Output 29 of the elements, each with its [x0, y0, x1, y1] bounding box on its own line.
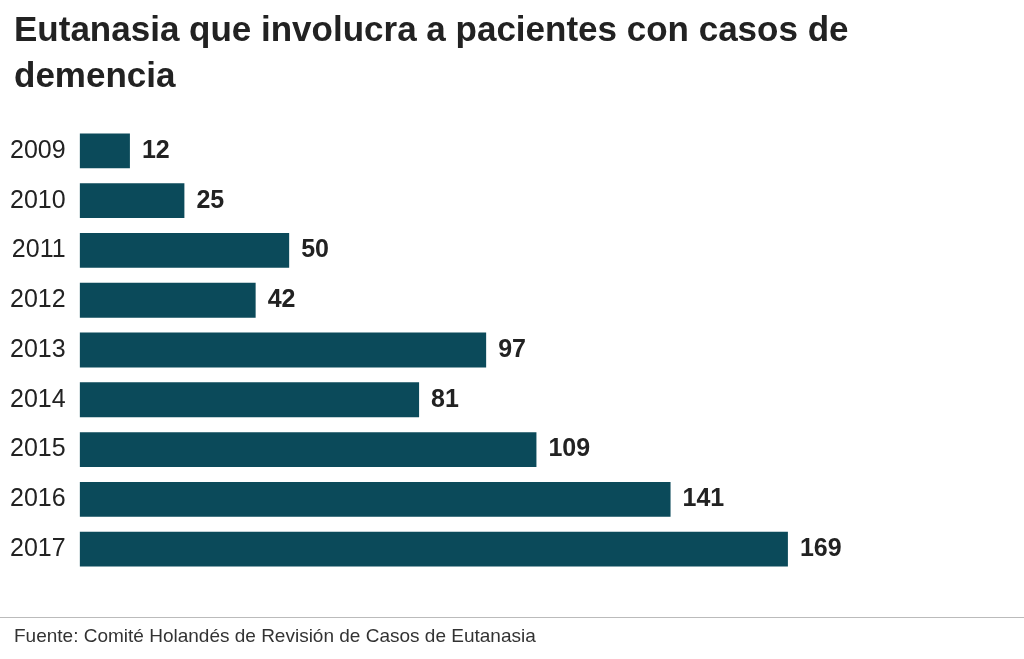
- y-tick-label: 2009: [9, 134, 66, 163]
- data-label: 81: [431, 383, 459, 412]
- y-tick-label: 2016: [9, 483, 66, 512]
- y-tick-label: 2012: [9, 284, 66, 313]
- data-label: 169: [799, 533, 842, 561]
- y-tick-label: 2015: [9, 433, 66, 462]
- y-tick-label: 2014: [9, 383, 66, 412]
- bar: [79, 133, 130, 169]
- bar: [79, 282, 256, 318]
- data-label: 50: [301, 234, 329, 263]
- bar: [79, 432, 537, 467]
- chart-title: Eutanasia que involucra a pacientes con casos de demencia: [14, 8, 850, 96]
- y-tick-label: 2013: [9, 333, 66, 362]
- bar: [79, 332, 487, 368]
- bar: [79, 233, 290, 268]
- data-label: 12: [141, 134, 170, 163]
- data-label: 42: [267, 284, 296, 313]
- y-tick-label: 2010: [9, 184, 66, 213]
- data-label: 109: [548, 433, 591, 462]
- bar: [79, 531, 788, 567]
- y-tick-label: 2017: [9, 533, 66, 561]
- source-note: Fuente: Comité Holandés de Revisión de Casos de Eutanasia: [14, 625, 536, 647]
- bar: [79, 481, 671, 517]
- data-label: 97: [498, 333, 526, 362]
- bar: [79, 382, 420, 418]
- bar: [79, 183, 185, 219]
- data-label: 141: [682, 483, 725, 512]
- data-label: 25: [196, 184, 225, 213]
- y-tick-label: 2011: [11, 234, 66, 263]
